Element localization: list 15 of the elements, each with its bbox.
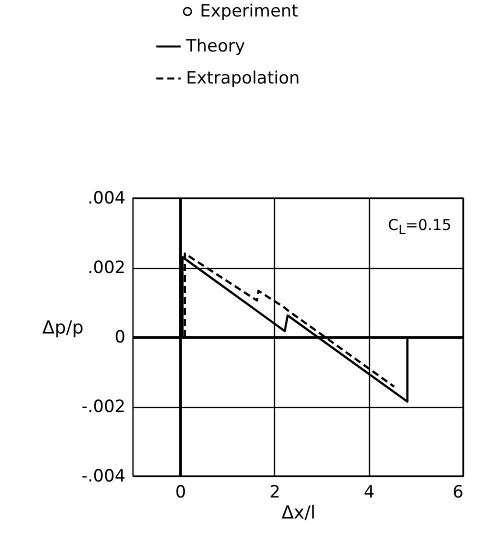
y-tick-label: .004	[88, 188, 126, 208]
x-axis-title: Δx/l	[281, 502, 316, 524]
legend-label: Theory	[185, 36, 246, 56]
x-tick-label: 0	[175, 482, 186, 502]
y-axis-title: Δp/p	[42, 318, 84, 338]
x-tick-label: 2	[270, 482, 280, 502]
legend-label: Extrapolation	[186, 68, 300, 88]
annotation: C$_{L}$=0.15	[386, 214, 454, 239]
legend-label: Experiment	[200, 2, 299, 22]
x-tick-label: 6	[452, 482, 464, 502]
y-tick-label: -.004	[82, 466, 126, 486]
x-tick-label: 4	[364, 482, 375, 502]
y-tick-label: .002	[88, 258, 126, 278]
y-tick-label: -.002	[82, 397, 126, 417]
y-tick-label: 0	[114, 328, 126, 348]
